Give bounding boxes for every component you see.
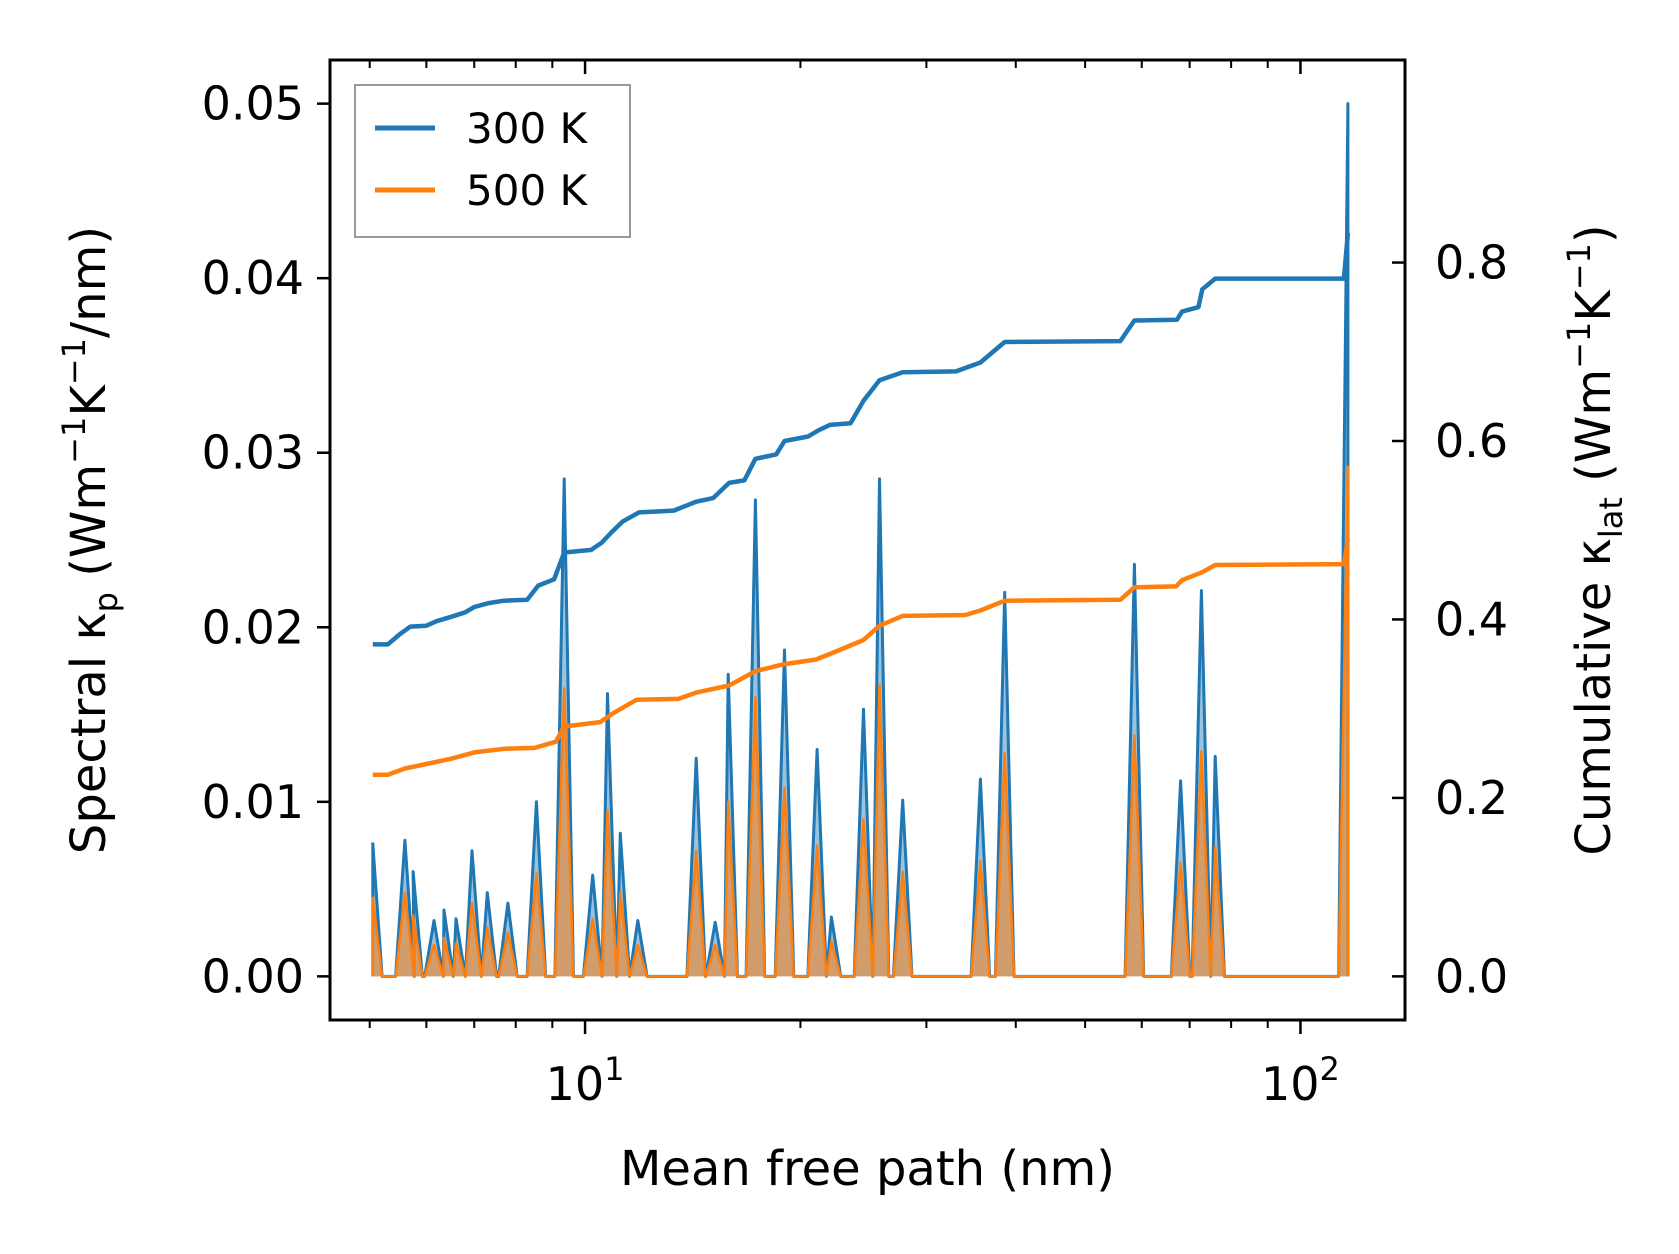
legend-label-300k: 300 K	[466, 104, 589, 153]
y-right-tick-label: 0.0	[1435, 949, 1508, 1003]
y-right-axis-label-subscript: lat	[1592, 497, 1630, 538]
x-tick-label: 101	[546, 1050, 625, 1111]
y-right-axis-label-exponent: −1	[1560, 243, 1598, 290]
y-right-tick-label: 0.4	[1435, 592, 1508, 646]
y-left-tick-label: 0.01	[202, 775, 304, 829]
x-tick-label-exponent: 2	[1320, 1050, 1340, 1088]
y-left-axis-label-exponent: −1	[55, 417, 93, 464]
y-left-axis-label-unit: (Wm	[61, 464, 117, 592]
y-left-tick-label: 0.05	[202, 77, 304, 131]
x-tick-label-exponent: 1	[604, 1050, 624, 1088]
plot-area	[371, 102, 1351, 978]
y-left-axis-label-subscript: p	[87, 592, 125, 612]
y-right-tick-label: 0.2	[1435, 771, 1508, 825]
axes: 0.00 0.01 0.02 0.03 0.04 0.05 0.0 0.2 0.4 0.6 0.8 1…	[55, 58, 1630, 1197]
spectral-line-500k	[371, 465, 1350, 978]
legend-box	[354, 84, 631, 238]
y-right-axis-label: Cumulative κlat (Wm−1K−1)	[1560, 224, 1630, 855]
y-right-axis-label-unit: (Wm	[1566, 369, 1622, 497]
y-left-axis-label: Spectral κp (Wm−1K−1/nm)	[55, 226, 125, 854]
y-right-tick-label: 0.6	[1435, 414, 1508, 468]
y-right-axis-label-unit-k: K	[1566, 289, 1622, 322]
x-tick-label-base: 10	[546, 1057, 605, 1111]
y-left-axis-label-exponent: −1	[55, 338, 93, 385]
y-left-axis-label-unit-k: K	[61, 384, 117, 417]
y-right-axis-label-exponent: −1	[1560, 322, 1598, 369]
y-left-tick-label: 0.03	[202, 426, 304, 480]
legend-label-500k: 500 K	[466, 166, 589, 215]
y-left-axis-label-main: Spectral κ	[61, 612, 117, 854]
y-left-tick-label: 0.04	[202, 251, 304, 305]
y-right-axis-label-main: Cumulative κ	[1566, 538, 1622, 856]
x-tick-label: 102	[1261, 1050, 1340, 1111]
plot-frame	[328, 58, 1407, 1022]
cumulative-line-300k	[372, 232, 1351, 647]
legend: 300 K 500 K	[354, 84, 631, 238]
x-axis-label: Mean free path (nm)	[620, 1141, 1115, 1197]
y-left-axis-label-unit-end: /nm)	[61, 226, 117, 338]
y-left-tick-label: 0.00	[202, 949, 304, 1003]
x-tick-label-base: 10	[1261, 1057, 1320, 1111]
cumulative-line-500k	[372, 538, 1351, 777]
y-left-tick-label: 0.02	[202, 600, 304, 654]
y-right-axis-label-unit-end: )	[1566, 224, 1622, 243]
y-right-tick-label: 0.8	[1435, 236, 1508, 290]
